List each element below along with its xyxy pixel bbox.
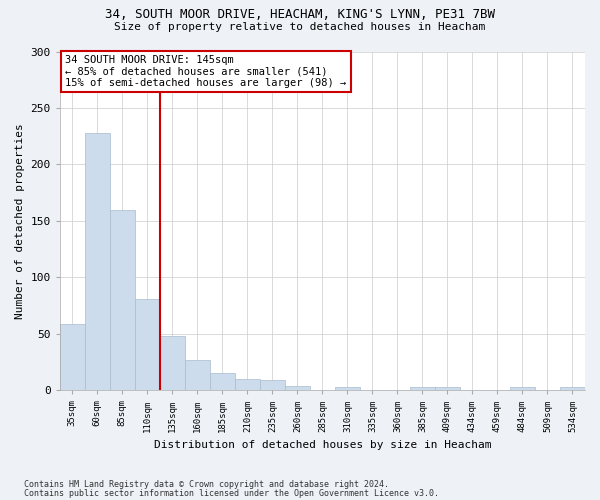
Bar — [210, 374, 235, 390]
Bar — [510, 387, 535, 390]
Bar — [560, 387, 585, 390]
Text: Contains HM Land Registry data © Crown copyright and database right 2024.: Contains HM Land Registry data © Crown c… — [24, 480, 389, 489]
Text: Size of property relative to detached houses in Heacham: Size of property relative to detached ho… — [115, 22, 485, 32]
Text: 34 SOUTH MOOR DRIVE: 145sqm
← 85% of detached houses are smaller (541)
15% of se: 34 SOUTH MOOR DRIVE: 145sqm ← 85% of det… — [65, 55, 346, 88]
Bar — [185, 360, 210, 390]
Bar — [335, 387, 360, 390]
Bar — [110, 210, 135, 390]
Bar — [260, 380, 285, 390]
Bar — [60, 324, 85, 390]
X-axis label: Distribution of detached houses by size in Heacham: Distribution of detached houses by size … — [154, 440, 491, 450]
Bar — [235, 379, 260, 390]
Text: 34, SOUTH MOOR DRIVE, HEACHAM, KING'S LYNN, PE31 7BW: 34, SOUTH MOOR DRIVE, HEACHAM, KING'S LY… — [105, 8, 495, 20]
Bar — [160, 336, 185, 390]
Bar — [435, 387, 460, 390]
Bar — [410, 387, 435, 390]
Bar — [285, 386, 310, 390]
Y-axis label: Number of detached properties: Number of detached properties — [15, 123, 25, 319]
Bar — [135, 299, 160, 390]
Bar — [85, 133, 110, 390]
Text: Contains public sector information licensed under the Open Government Licence v3: Contains public sector information licen… — [24, 488, 439, 498]
